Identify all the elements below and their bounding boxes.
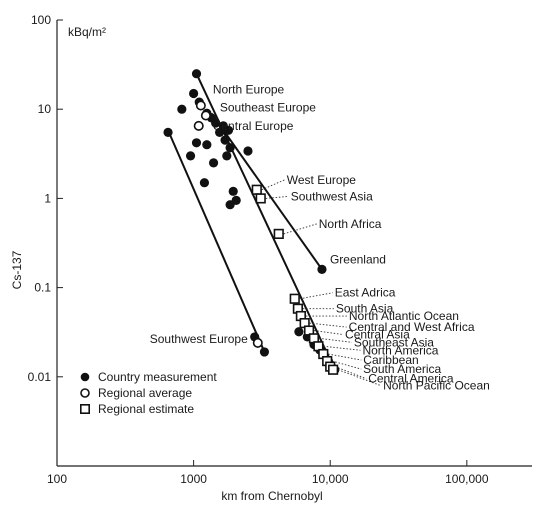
country-measurement-point [199, 178, 210, 188]
region-average-marker [252, 337, 263, 348]
country-measurement-point [228, 186, 238, 196]
x-tick-label: 100,000 [445, 472, 489, 486]
y-axis-label: Cs-137 [10, 250, 24, 289]
label-leader-line [261, 179, 285, 191]
label-leader-line [318, 337, 352, 343]
region-label: North Pacific Ocean [383, 379, 490, 393]
region-label: Southwest Europe [150, 332, 248, 346]
region-average-marker [193, 120, 204, 131]
region-estimate-marker [289, 293, 300, 304]
region-label: North Africa [319, 217, 382, 231]
region-average-marker [200, 110, 211, 121]
country-measurement-point [208, 158, 219, 168]
label-leader-line [299, 292, 333, 300]
region-label: South Asia [336, 302, 394, 316]
country-measurement-point [191, 138, 202, 148]
label-leader-line [283, 223, 317, 235]
axes [56, 20, 532, 467]
country-measurement-point [294, 327, 304, 337]
y-tick-label: 10 [38, 102, 52, 116]
y-axis-unit: kBq/m² [68, 25, 106, 39]
region-label: Caribbean [363, 353, 418, 367]
x-tick-label: 100 [47, 472, 67, 486]
country-measurement-point [225, 143, 235, 153]
legend-label: Regional estimate [98, 402, 194, 416]
region-label: East Adrica [335, 286, 396, 300]
region-label: Southwest Asia [291, 189, 373, 203]
region-labels: North Europe Southeast Europe Central Euro… [150, 83, 490, 393]
label-leader-line [309, 322, 347, 328]
region-label: South America [363, 362, 441, 376]
legend-label: Regional average [98, 386, 192, 400]
country-measurement-point [259, 347, 270, 357]
legend-label: Country measurement [98, 370, 217, 384]
country-measurement-point [225, 200, 235, 210]
y-axis-ticks: 100 10 1 0.1 0.01 [28, 13, 63, 384]
label-leader-line [265, 195, 289, 199]
y-tick-label: 1 [44, 191, 51, 205]
region-average-marker [195, 100, 206, 111]
region-estimate-marker [273, 228, 284, 239]
region-label: North Atlantic Ocean [349, 309, 459, 323]
country-measurement-point [317, 264, 327, 274]
country-measurement-point [202, 140, 212, 150]
fit-line [168, 131, 266, 353]
region-label: North America [362, 343, 438, 357]
y-tick-label: 0.01 [28, 370, 52, 384]
x-axis-ticks: 100 1000 10,000 100,000 [47, 460, 489, 486]
country-measurement-point [177, 104, 187, 114]
legend-open-square-icon [80, 403, 91, 414]
y-tick-label: 100 [31, 13, 51, 27]
legend-open-circle-icon [80, 388, 90, 398]
label-leader-line [328, 353, 362, 361]
country-measurement-point [185, 151, 196, 161]
region-markers [193, 100, 339, 375]
region-label: Southeast Asia [354, 335, 434, 349]
label-leader-line [335, 366, 367, 380]
label-leader-lines [261, 179, 382, 387]
x-axis-label: km from Chernobyl [221, 489, 322, 503]
country-measurement-point [189, 88, 199, 99]
region-label: Central Asia [345, 328, 410, 342]
region-label: Southeast Europe [220, 100, 316, 114]
country-measurement-point [220, 135, 230, 145]
region-label: Central and West Africa [349, 320, 475, 334]
x-tick-label: 1000 [180, 472, 207, 486]
country-measurement-point [243, 146, 253, 156]
country-measurement-point [163, 127, 173, 137]
fit-line [210, 112, 323, 270]
region-label: Central Europe [213, 119, 294, 133]
region-label: Greenland [330, 252, 386, 266]
legend: Country measurement Regional average Regio… [80, 370, 217, 416]
country-measurement-point [222, 151, 232, 161]
label-leader-line [323, 345, 361, 351]
region-estimate-marker [251, 184, 262, 195]
region-label: North Europe [213, 83, 285, 97]
region-label: Central America [368, 372, 454, 386]
country-measurement-point [191, 69, 202, 79]
country-measurement-point [211, 118, 221, 128]
region-label: West Europe [287, 173, 356, 187]
x-tick-label: 10,000 [312, 472, 349, 486]
label-leader-line [313, 330, 344, 335]
country-measurement-point [215, 127, 225, 137]
y-tick-label: 0.1 [34, 281, 51, 295]
legend-filled-circle-icon [80, 372, 90, 382]
region-estimate-marker [255, 193, 266, 204]
country-measurement-point [223, 125, 234, 135]
region-estimate-marker [328, 364, 339, 375]
label-leader-line [337, 369, 382, 387]
